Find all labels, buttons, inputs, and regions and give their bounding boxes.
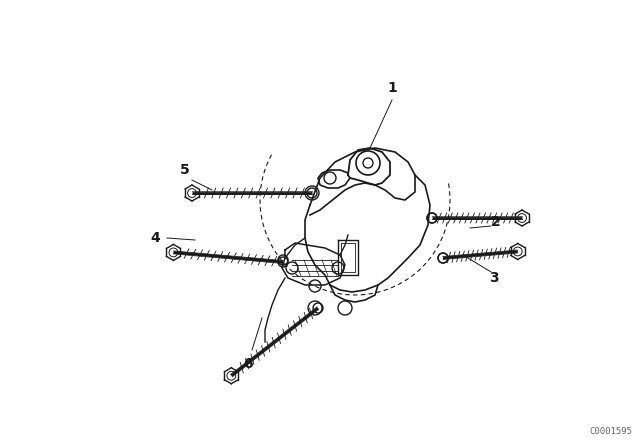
Text: 3: 3 bbox=[489, 271, 499, 285]
Text: 5: 5 bbox=[180, 163, 190, 177]
Text: 1: 1 bbox=[387, 81, 397, 95]
Text: 6: 6 bbox=[243, 357, 253, 371]
Text: C0001595: C0001595 bbox=[589, 427, 632, 436]
Text: 2: 2 bbox=[491, 215, 501, 229]
Text: 4: 4 bbox=[150, 231, 160, 245]
